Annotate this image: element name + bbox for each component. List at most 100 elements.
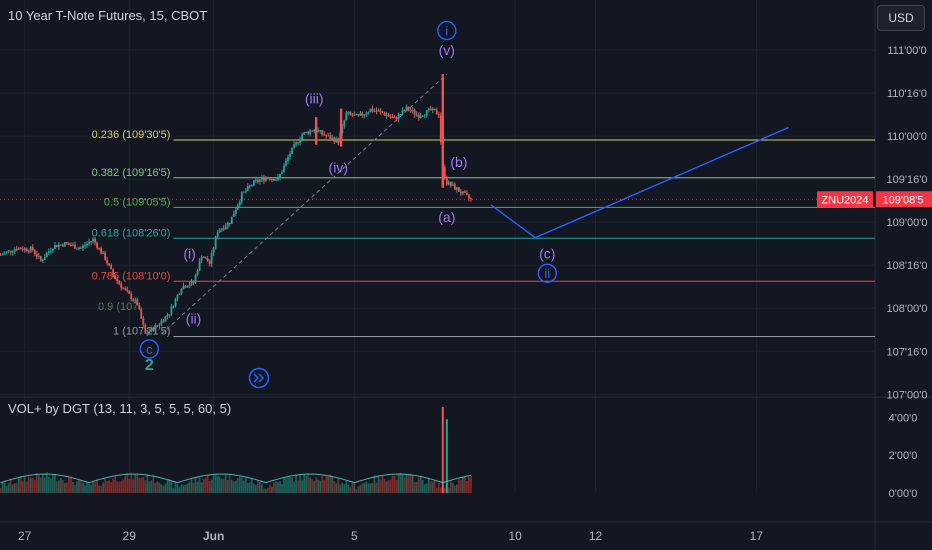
candles xyxy=(0,74,472,337)
volume-bar xyxy=(164,483,167,493)
volume-bar xyxy=(341,482,344,493)
volume-bar xyxy=(154,483,157,493)
candle-body xyxy=(421,115,424,117)
candle-body xyxy=(152,327,155,331)
candle-body xyxy=(164,316,167,322)
volume-bar xyxy=(381,474,384,493)
volume-bar xyxy=(3,482,6,493)
volume-bar xyxy=(457,479,460,493)
candle-body xyxy=(78,247,80,249)
volume-bar xyxy=(329,474,332,493)
candle-body xyxy=(269,178,271,180)
candle-body xyxy=(363,114,366,116)
volume-bar xyxy=(64,483,66,493)
candle-body xyxy=(405,106,408,111)
candle-body xyxy=(192,281,195,283)
volume-bar xyxy=(51,475,54,493)
volume-bar xyxy=(263,488,265,493)
volume-bar xyxy=(31,477,34,493)
volume-bar xyxy=(112,478,115,493)
candle-body xyxy=(88,242,90,244)
candle-body xyxy=(170,306,173,315)
candle-body xyxy=(200,256,203,261)
volume-bar xyxy=(43,477,46,493)
candle-body xyxy=(359,113,362,116)
volume-bar xyxy=(399,472,402,493)
indicator-label: VOL+ by DGT (13, 11, 3, 5, 5, 5, 60, 5) xyxy=(8,401,232,416)
currency-button[interactable]: USD xyxy=(877,5,925,31)
volume-bar xyxy=(459,479,462,493)
volume-bar xyxy=(68,477,70,493)
candle-body xyxy=(307,131,310,134)
candle-body xyxy=(17,247,20,250)
candle-body xyxy=(25,248,28,251)
candle-body xyxy=(254,180,257,182)
volume-bar xyxy=(279,481,281,493)
candle-body xyxy=(323,134,326,136)
volume-bar xyxy=(258,481,261,493)
volume-bar xyxy=(166,479,169,493)
volume-bar xyxy=(395,479,398,493)
volume-bar xyxy=(345,480,348,493)
candle-body xyxy=(102,252,105,254)
candle-body xyxy=(1,254,4,256)
candle-body xyxy=(357,114,360,116)
volume-bar xyxy=(453,485,456,493)
candle-body xyxy=(82,245,84,248)
price-tick-label: 107'16'0 xyxy=(887,346,928,358)
volume-bar xyxy=(295,474,297,493)
wave-label: (a) xyxy=(438,209,455,225)
volume-bar xyxy=(230,479,233,493)
candle-body xyxy=(337,138,340,144)
volume-bar xyxy=(317,479,320,493)
wave-label: (v) xyxy=(439,42,455,58)
candle-body xyxy=(379,110,382,112)
volume-bar xyxy=(108,480,111,493)
volume-bar xyxy=(371,482,374,493)
candle-body xyxy=(68,243,70,245)
fib-level-label: 0.236 (109'30'5) xyxy=(92,129,171,141)
candle-body xyxy=(263,177,265,181)
candle-body xyxy=(140,309,143,319)
volume-bar xyxy=(114,476,117,493)
candle-body xyxy=(261,177,263,180)
candle-body xyxy=(144,324,147,334)
volume-bar xyxy=(9,478,12,493)
candle-body xyxy=(194,274,197,283)
time-tick-label: 10 xyxy=(508,529,522,543)
wave-label: ii xyxy=(544,266,550,281)
candle-body xyxy=(176,294,179,299)
volume-bar xyxy=(419,475,422,493)
fib-level-label: 0.786 (108'10'0) xyxy=(92,270,171,282)
volume-bar xyxy=(228,473,231,493)
volume-bar xyxy=(335,483,338,493)
volume-bar xyxy=(363,482,366,493)
candle-body xyxy=(162,320,165,322)
volume-bar xyxy=(220,478,223,493)
volume-bar xyxy=(98,485,100,493)
volume-bar xyxy=(339,484,342,493)
candle-body xyxy=(80,247,82,249)
candle-body xyxy=(134,299,137,301)
candle-body xyxy=(49,250,52,252)
candle-body xyxy=(451,184,454,186)
time-tick-label: 27 xyxy=(18,529,32,543)
volume-bar xyxy=(319,480,322,493)
wave-label: c xyxy=(146,342,153,357)
volume-bar xyxy=(331,477,334,493)
candle-body xyxy=(297,142,299,144)
volume-bar xyxy=(86,481,88,493)
candle-body xyxy=(160,320,163,325)
candle-body xyxy=(218,230,221,233)
volume-bar xyxy=(57,480,60,493)
trendline xyxy=(161,73,448,335)
candle-body xyxy=(156,325,159,327)
wave-label: 2 xyxy=(145,357,154,374)
candle-body xyxy=(439,115,442,143)
candle-body xyxy=(39,255,42,261)
candle-body xyxy=(186,286,189,288)
candle-body xyxy=(429,108,432,111)
scroll-to-realtime-button[interactable] xyxy=(248,367,270,389)
candle-body xyxy=(21,249,24,251)
